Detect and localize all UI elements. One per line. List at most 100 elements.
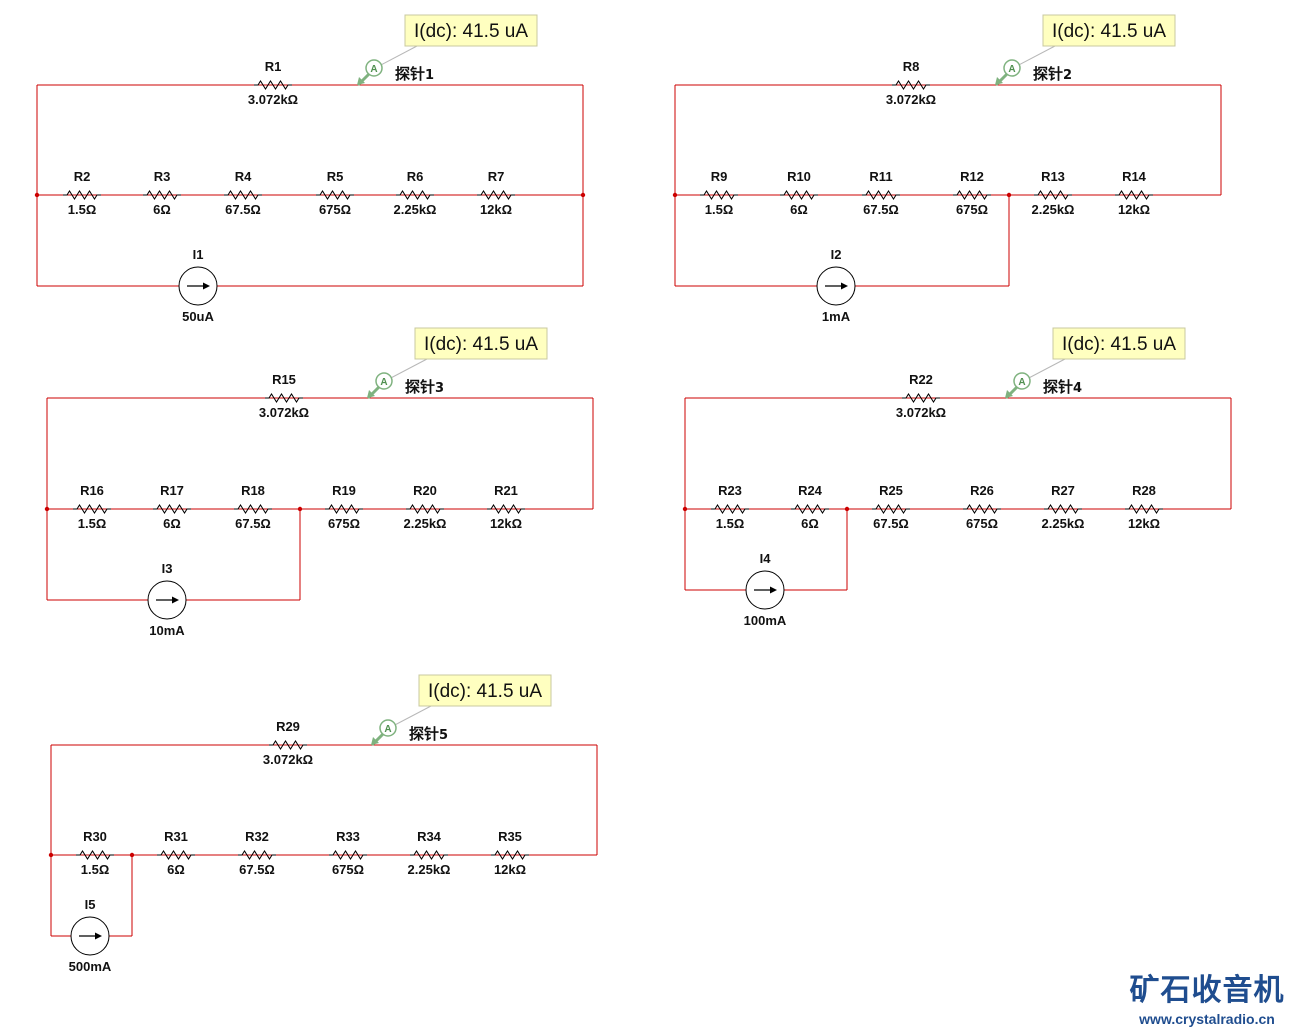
ammeter-letter: A — [1008, 64, 1015, 75]
resistor-ref: R10 — [787, 169, 811, 184]
current-source-i1[interactable]: I1 50uA — [178, 247, 218, 324]
probe-3[interactable]: I(dc): 41.5 uA A 探针3 — [367, 327, 548, 399]
probe-leader-line — [386, 358, 428, 381]
probe-4[interactable]: I(dc): 41.5 uA A 探针4 — [1005, 327, 1186, 399]
current-source-i2[interactable]: I2 1mA — [816, 247, 856, 324]
source-ref: I5 — [85, 897, 96, 912]
probe-label: 探针1 — [395, 65, 434, 83]
probe-label-text: 探针 — [409, 725, 439, 743]
resistor-r12[interactable]: R12 675Ω — [953, 169, 991, 217]
brand-watermark: 矿石收音机 www.crystalradio.cn — [1130, 973, 1285, 1027]
resistor-ref: R16 — [80, 483, 104, 498]
probe-1[interactable]: I(dc): 41.5 uA A 探针1 — [357, 14, 538, 86]
probe-label-text: 探针 — [395, 65, 425, 83]
resistor-value: 1.5Ω — [68, 202, 97, 217]
probe-tip — [357, 77, 365, 85]
resistor-r2[interactable]: R2 1.5Ω — [63, 169, 101, 217]
resistor-r10[interactable]: R10 6Ω — [780, 169, 818, 217]
probe-tip — [371, 737, 379, 745]
resistor-r7[interactable]: R7 12kΩ — [477, 169, 515, 217]
resistor-r9[interactable]: R9 1.5Ω — [700, 169, 738, 217]
junction-dot — [844, 506, 850, 512]
resistor-ref: R29 — [276, 719, 300, 734]
current-source-i4[interactable]: I4 100mA — [744, 551, 787, 628]
resistor-ref: R21 — [494, 483, 518, 498]
resistor-r23[interactable]: R23 1.5Ω — [711, 483, 749, 531]
resistor-symbol — [902, 393, 940, 403]
probe-tip — [367, 390, 375, 398]
resistor-r31[interactable]: R31 6Ω — [157, 829, 195, 877]
ammeter-letter: A — [380, 377, 387, 388]
resistor-value: 675Ω — [966, 516, 998, 531]
resistor-value: 67.5Ω — [863, 202, 899, 217]
resistor-r28[interactable]: R28 12kΩ — [1125, 483, 1163, 531]
resistor-r3[interactable]: R3 6Ω — [143, 169, 181, 217]
resistor-r35[interactable]: R35 12kΩ — [491, 829, 529, 877]
resistor-symbol — [477, 190, 515, 200]
resistor-r20[interactable]: R20 2.25kΩ — [404, 483, 447, 531]
resistor-value: 2.25kΩ — [1032, 202, 1075, 217]
resistor-ref: R6 — [407, 169, 424, 184]
resistor-symbol — [329, 850, 367, 860]
resistor-r5[interactable]: R5 675Ω — [316, 169, 354, 217]
source-value: 500mA — [69, 959, 112, 974]
meter-reading: I(dc): 41.5 uA — [424, 334, 538, 355]
probe-5[interactable]: I(dc): 41.5 uA A 探针5 — [371, 674, 552, 746]
resistor-r34[interactable]: R34 2.25kΩ — [408, 829, 451, 877]
resistor-r33[interactable]: R33 675Ω — [329, 829, 367, 877]
probe-label-text: 探针 — [1033, 65, 1063, 83]
current-source-i3[interactable]: I3 10mA — [147, 561, 187, 638]
resistor-r6[interactable]: R6 2.25kΩ — [394, 169, 437, 217]
resistor-r30[interactable]: R30 1.5Ω — [76, 829, 114, 877]
probe-label-number: 3 — [435, 381, 444, 396]
source-ref: I4 — [760, 551, 772, 566]
resistor-symbol — [316, 190, 354, 200]
resistor-r29[interactable]: R29 3.072kΩ — [263, 719, 313, 767]
resistor-symbol — [953, 190, 991, 200]
resistor-symbol — [1034, 190, 1072, 200]
resistor-r24[interactable]: R24 6Ω — [791, 483, 829, 531]
resistor-value: 12kΩ — [1128, 516, 1160, 531]
resistor-r17[interactable]: R17 6Ω — [153, 483, 191, 531]
resistor-value: 3.072kΩ — [896, 405, 946, 420]
resistor-r32[interactable]: R32 67.5Ω — [238, 829, 276, 877]
probe-2[interactable]: I(dc): 41.5 uA A 探针2 — [995, 14, 1176, 86]
probe-label: 探针4 — [1043, 378, 1082, 396]
resistor-value: 1.5Ω — [716, 516, 745, 531]
resistor-symbol — [1044, 504, 1082, 514]
resistor-ref: R28 — [1132, 483, 1156, 498]
circuit-2: R8 3.072kΩ R9 1.5Ω R10 6Ω R11 67.5Ω R12 675Ω R13 2.… — [672, 14, 1222, 324]
resistor-r16[interactable]: R16 1.5Ω — [73, 483, 111, 531]
resistor-r1[interactable]: R1 3.072kΩ — [248, 59, 298, 107]
ammeter-icon — [1013, 372, 1031, 390]
brand-title: 矿石收音机 — [1130, 973, 1285, 1008]
resistor-r26[interactable]: R26 675Ω — [963, 483, 1001, 531]
resistor-ref: R35 — [498, 829, 522, 844]
meter-reading: I(dc): 41.5 uA — [1052, 21, 1166, 42]
circuit-4: R22 3.072kΩ R23 1.5Ω R24 6Ω R25 67.5Ω R26 675Ω R27… — [682, 327, 1232, 628]
resistor-ref: R17 — [160, 483, 184, 498]
meter-box — [418, 674, 552, 707]
resistor-r4[interactable]: R4 67.5Ω — [224, 169, 262, 217]
junction-dot — [48, 852, 54, 858]
source-value: 100mA — [744, 613, 787, 628]
resistor-r19[interactable]: R19 675Ω — [325, 483, 363, 531]
resistor-r14[interactable]: R14 12kΩ — [1115, 169, 1153, 217]
resistor-r13[interactable]: R13 2.25kΩ — [1032, 169, 1075, 217]
resistor-symbol — [892, 80, 930, 90]
resistor-r21[interactable]: R21 12kΩ — [487, 483, 525, 531]
resistor-ref: R24 — [798, 483, 823, 498]
resistor-r15[interactable]: R15 3.072kΩ — [259, 372, 309, 420]
resistor-r8[interactable]: R8 3.072kΩ — [886, 59, 936, 107]
resistor-r25[interactable]: R25 67.5Ω — [872, 483, 910, 531]
circuit-1: R1 3.072kΩ R2 1.5Ω R3 6Ω R4 67.5Ω R5 675Ω R6 2.25kΩ… — [34, 14, 586, 324]
resistor-symbol — [862, 190, 900, 200]
resistor-value: 3.072kΩ — [263, 752, 313, 767]
resistor-r18[interactable]: R18 67.5Ω — [234, 483, 272, 531]
resistor-r27[interactable]: R27 2.25kΩ — [1042, 483, 1085, 531]
resistor-r11[interactable]: R11 67.5Ω — [862, 169, 900, 217]
resistor-r22[interactable]: R22 3.072kΩ — [896, 372, 946, 420]
junction-dot — [297, 506, 303, 512]
meter-reading: I(dc): 41.5 uA — [1062, 334, 1176, 355]
current-source-i5[interactable]: I5 500mA — [69, 897, 112, 974]
